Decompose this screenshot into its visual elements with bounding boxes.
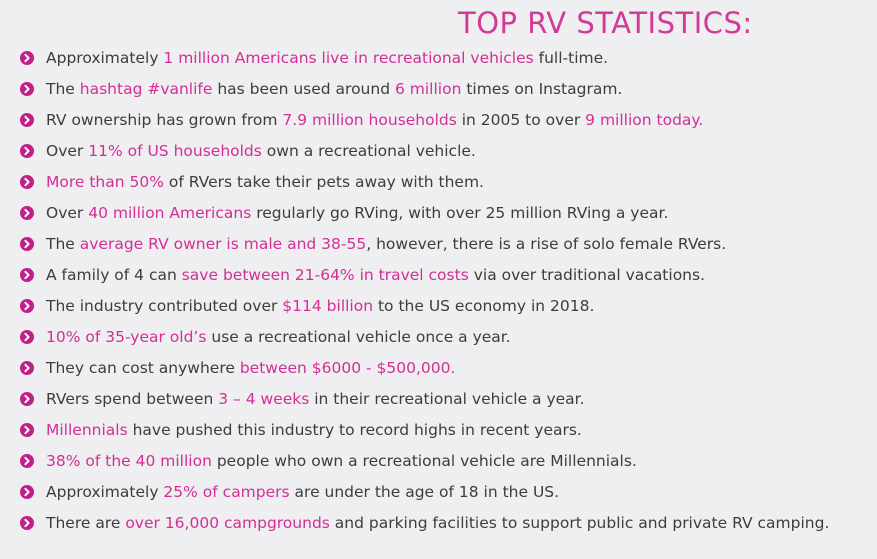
highlight-text: 7.9 million households (282, 110, 457, 129)
plain-text: The (46, 234, 80, 253)
highlight-text: save between 21-64% in travel costs (181, 265, 469, 284)
list-item: Millennials have pushed this industry to… (20, 414, 877, 445)
list-item: Approximately 25% of campers are under t… (20, 476, 877, 507)
highlight-text: 10% of 35-year old’s (46, 327, 207, 346)
plain-text: has been used around (212, 79, 395, 98)
highlight-text: between $6000 - $500,000. (239, 358, 456, 377)
stat-text: A family of 4 can save between 21-64% in… (46, 266, 705, 284)
plain-text: full-time. (533, 48, 609, 67)
plain-text: own a recreational vehicle. (261, 141, 476, 160)
chevron-right-circle-icon (20, 143, 34, 158)
list-item: 10% of 35-year old’s use a recreational … (20, 321, 877, 352)
statistics-list: Approximately 1 million Americans live i… (20, 42, 877, 538)
highlight-text: 40 million Americans (88, 203, 252, 222)
plain-text: Approximately (46, 48, 164, 67)
chevron-right-circle-icon (20, 174, 34, 189)
plain-text: times on Instagram. (461, 79, 623, 98)
plain-text: via over traditional vacations. (468, 265, 706, 284)
list-item: Over 11% of US households own a recreati… (20, 135, 877, 166)
chevron-right-circle-icon (20, 205, 34, 220)
chevron-right-circle-icon (20, 298, 34, 313)
highlight-text: 9 million today. (585, 110, 704, 129)
plain-text: regularly go RVing, with over 25 million… (251, 203, 669, 222)
plain-text: and parking facilities to support public… (329, 513, 830, 532)
stat-text: 38% of the 40 million people who own a r… (46, 452, 637, 470)
list-item: More than 50% of RVers take their pets a… (20, 166, 877, 197)
highlight-text: 11% of US households (88, 141, 262, 160)
plain-text: , however, there is a rise of solo femal… (366, 234, 727, 253)
list-item: Over 40 million Americans regularly go R… (20, 197, 877, 228)
plain-text: A family of 4 can (46, 265, 182, 284)
list-item: Approximately 1 million Americans live i… (20, 42, 877, 73)
plain-text: Over (46, 203, 89, 222)
stat-text: Over 40 million Americans regularly go R… (46, 204, 668, 222)
highlight-text: average RV owner is male and 38-55 (79, 234, 367, 253)
plain-text: The (46, 79, 80, 98)
list-item: 38% of the 40 million people who own a r… (20, 445, 877, 476)
page-title: TOP RV STATISTICS: (458, 6, 753, 40)
chevron-right-circle-icon (20, 515, 34, 530)
list-item: They can cost anywhere between $6000 - $… (20, 352, 877, 383)
plain-text: are under the age of 18 in the US. (289, 482, 560, 501)
list-item: The industry contributed over $114 billi… (20, 290, 877, 321)
highlight-text: $114 billion (282, 296, 374, 315)
highlight-text: 38% of the 40 million (46, 451, 212, 470)
plain-text: to the US economy in 2018. (373, 296, 595, 315)
chevron-right-circle-icon (20, 484, 34, 499)
list-item: RV ownership has grown from 7.9 million … (20, 104, 877, 135)
chevron-right-circle-icon (20, 112, 34, 127)
plain-text: They can cost anywhere (46, 358, 240, 377)
plain-text: in 2005 to over (456, 110, 586, 129)
stat-text: More than 50% of RVers take their pets a… (46, 173, 484, 191)
chevron-right-circle-icon (20, 329, 34, 344)
plain-text: use a recreational vehicle once a year. (206, 327, 511, 346)
list-item: There are over 16,000 campgrounds and pa… (20, 507, 877, 538)
plain-text: RV ownership has grown from (46, 110, 283, 129)
chevron-right-circle-icon (20, 50, 34, 65)
stat-text: Approximately 1 million Americans live i… (46, 49, 608, 67)
plain-text: RVers spend between (46, 389, 219, 408)
stat-text: 10% of 35-year old’s use a recreational … (46, 328, 511, 346)
stat-text: RV ownership has grown from 7.9 million … (46, 111, 703, 129)
highlight-text: 25% of campers (163, 482, 290, 501)
stat-text: The average RV owner is male and 38-55, … (46, 235, 726, 253)
chevron-right-circle-icon (20, 453, 34, 468)
list-item: A family of 4 can save between 21-64% in… (20, 259, 877, 290)
highlight-text: over 16,000 campgrounds (125, 513, 330, 532)
stat-text: There are over 16,000 campgrounds and pa… (46, 514, 829, 532)
plain-text: people who own a recreational vehicle ar… (211, 451, 637, 470)
highlight-text: More than 50% (46, 172, 164, 191)
chevron-right-circle-icon (20, 391, 34, 406)
plain-text: There are (46, 513, 126, 532)
plain-text: in their recreational vehicle a year. (309, 389, 585, 408)
stat-text: The hashtag #vanlife has been used aroun… (46, 80, 622, 98)
plain-text: Over (46, 141, 89, 160)
plain-text: of RVers take their pets away with them. (163, 172, 484, 191)
stat-text: The industry contributed over $114 billi… (46, 297, 594, 315)
plain-text: have pushed this industry to record high… (127, 420, 582, 439)
list-item: The hashtag #vanlife has been used aroun… (20, 73, 877, 104)
chevron-right-circle-icon (20, 360, 34, 375)
highlight-text: Millennials (46, 420, 128, 439)
list-item: RVers spend between 3 – 4 weeks in their… (20, 383, 877, 414)
chevron-right-circle-icon (20, 422, 34, 437)
list-item: The average RV owner is male and 38-55, … (20, 228, 877, 259)
stat-text: Approximately 25% of campers are under t… (46, 483, 559, 501)
plain-text: Approximately (46, 482, 164, 501)
stat-text: They can cost anywhere between $6000 - $… (46, 359, 455, 377)
chevron-right-circle-icon (20, 236, 34, 251)
plain-text: The industry contributed over (46, 296, 283, 315)
chevron-right-circle-icon (20, 81, 34, 96)
highlight-text: 1 million Americans live in recreational… (163, 48, 534, 67)
highlight-text: hashtag #vanlife (79, 79, 213, 98)
highlight-text: 6 million (394, 79, 462, 98)
stat-text: RVers spend between 3 – 4 weeks in their… (46, 390, 585, 408)
stat-text: Millennials have pushed this industry to… (46, 421, 582, 439)
highlight-text: 3 – 4 weeks (218, 389, 310, 408)
chevron-right-circle-icon (20, 267, 34, 282)
stat-text: Over 11% of US households own a recreati… (46, 142, 476, 160)
